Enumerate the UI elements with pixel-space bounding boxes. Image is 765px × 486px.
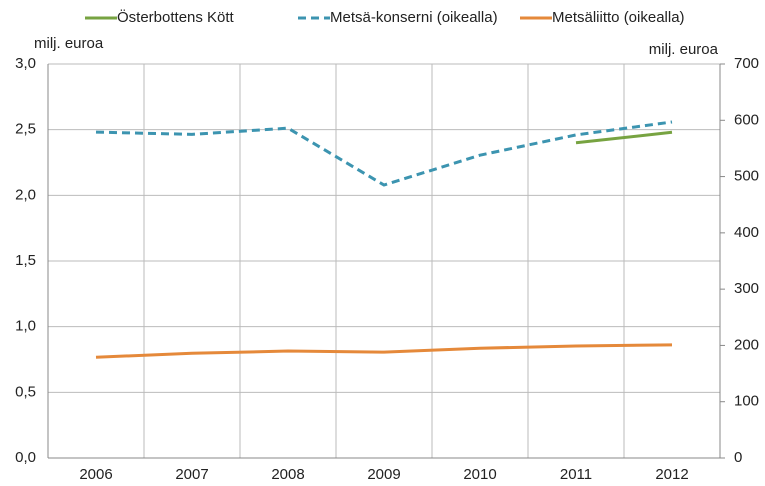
x-tick-label: 2006 <box>79 466 112 483</box>
x-tick-label: 2011 <box>560 466 592 483</box>
y-tick-label: 2,0 <box>15 186 36 203</box>
legend-label: Metsäliitto (oikealla) <box>552 9 685 26</box>
y-tick-label: 1,5 <box>15 252 36 269</box>
y2-tick-label: 0 <box>734 449 742 466</box>
legend-label: Österbottens Kött <box>117 8 235 26</box>
y2-tick-label: 100 <box>734 393 759 410</box>
x-tick-label: 2007 <box>175 466 208 483</box>
y2-unit: milj. euroa <box>649 41 719 58</box>
series-line <box>575 130 673 145</box>
x-tick-label: 2010 <box>463 466 496 483</box>
x-tick-label: 2009 <box>367 466 400 483</box>
y2-tick-label: 400 <box>734 224 759 241</box>
y2-tick-label: 700 <box>734 55 759 72</box>
y2-tick-label: 600 <box>734 111 759 128</box>
series-line <box>95 120 673 187</box>
x-tick-label: 2008 <box>271 466 304 483</box>
y-tick-label: 0,5 <box>15 383 36 400</box>
x-tick-label: 2012 <box>655 466 688 483</box>
y2-tick-label: 300 <box>734 280 759 297</box>
y-unit: milj. euroa <box>34 35 104 52</box>
y-tick-label: 3,0 <box>15 55 36 72</box>
y-tick-label: 1,0 <box>15 318 36 335</box>
y2-tick-label: 200 <box>734 336 759 353</box>
y-tick-label: 2,5 <box>15 121 36 138</box>
y2-tick-label: 500 <box>734 168 759 185</box>
legend-label: Metsä-konserni (oikealla) <box>330 9 498 26</box>
y-tick-label: 0,0 <box>15 449 36 466</box>
series-line <box>95 343 673 359</box>
